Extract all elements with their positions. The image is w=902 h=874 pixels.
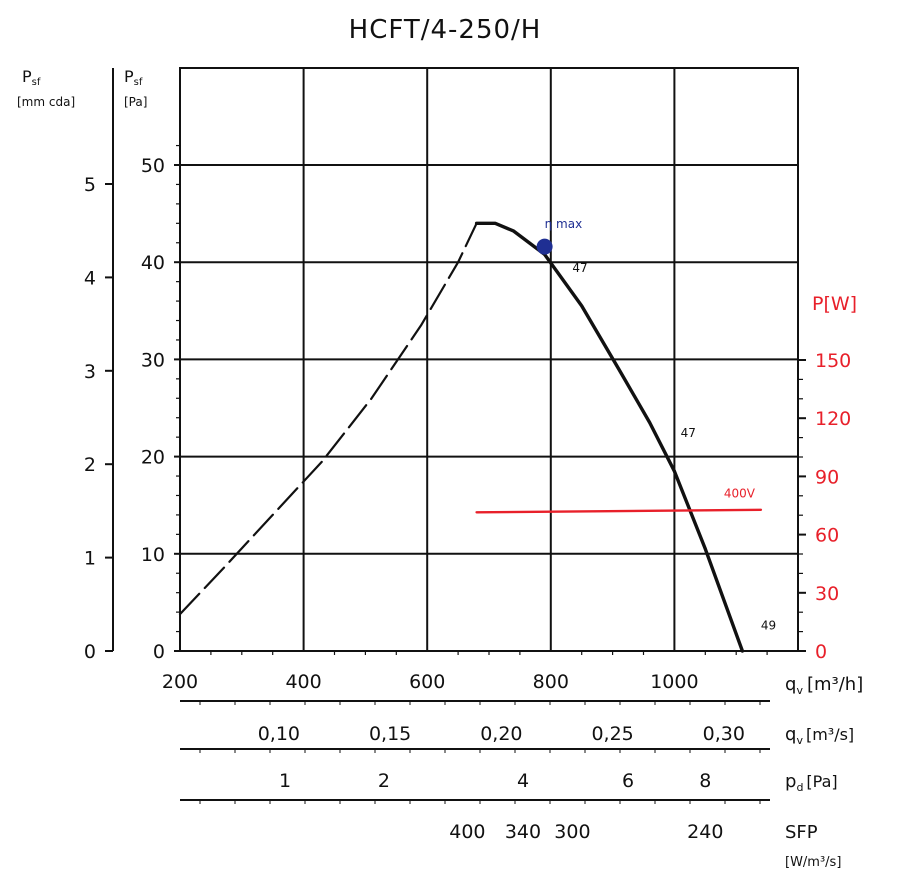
y-tick-mmcda-2: 2: [84, 454, 96, 476]
scale-0-label: qv [m³/s]: [785, 724, 854, 747]
scale-2-tick: 340: [505, 821, 541, 843]
annotation-0: η max: [545, 217, 583, 231]
y-tick-mmcda-3: 3: [84, 361, 96, 383]
series-pressure-dashed: [178, 222, 478, 616]
scale-2-tick: 400: [449, 821, 485, 843]
mmcda-axis: 0 1 2 3 4 5: [84, 68, 114, 663]
secondary-scales: 0,10 0,15 0,20 0,25 0,30 qv [m³/s] 1 2 4 6 8 pd [Pa] 4…: [180, 700, 854, 870]
y-tick-mmcda-5: 5: [84, 174, 96, 196]
scale-1-symbol: p: [785, 771, 796, 792]
scale-2-unit: [W/m³/s]: [785, 855, 841, 870]
power-tick-120: 120: [815, 408, 851, 430]
pa-axis-symbol: P: [124, 67, 134, 86]
scale-1-unit: [Pa]: [806, 772, 837, 791]
scale-0-symbol: q: [785, 724, 796, 745]
y-tick-mmcda-1: 1: [84, 548, 96, 570]
mmcda-axis-symbol: P: [22, 67, 32, 86]
x-tick-400: 400: [285, 671, 321, 693]
annotations-layer: η max 47 47 400V 49: [536, 217, 776, 633]
scale-1-tick: 8: [699, 770, 711, 792]
grid-lines: 0 10 20 30 40 50: [141, 68, 798, 663]
y-tick-pa-0: 0: [153, 641, 165, 663]
scale-2-label: SFP: [785, 822, 818, 843]
y-axis-mmcda-header: Psf [mm cda]: [17, 67, 75, 109]
scale-1-tick: 1: [279, 770, 291, 792]
series-400V-solid: [475, 508, 763, 514]
annotation-4: 49: [761, 619, 776, 633]
x-axis-subscript: v: [796, 684, 803, 697]
power-tick-60: 60: [815, 525, 839, 547]
series-layer: [178, 221, 763, 653]
eta-max-marker: [536, 238, 553, 255]
pa-axis-subscript: sf: [134, 77, 143, 88]
x-tick-200: 200: [162, 671, 198, 693]
annotation-1: 47: [572, 261, 587, 275]
mmcda-axis-subscript: sf: [32, 77, 41, 88]
scale-0-tick: 0,15: [369, 723, 411, 745]
mmcda-axis-label: Psf: [22, 67, 41, 88]
mmcda-axis-unit: [mm cda]: [17, 95, 75, 109]
x-axis-symbol: q: [785, 674, 796, 695]
scale-1-tick: 6: [622, 770, 634, 792]
power-tick-30: 30: [815, 583, 839, 605]
y-tick-pa-10: 10: [141, 544, 165, 566]
scale-0-unit: [m³/s]: [806, 725, 854, 744]
chart-title: HCFT/4-250/H: [349, 15, 542, 45]
power-axis: 0 30 60 90 120 150: [798, 350, 851, 663]
power-tick-0: 0: [815, 641, 827, 663]
y-tick-mmcda-4: 4: [84, 267, 96, 289]
y-tick-pa-30: 30: [141, 349, 165, 371]
annotation-3: 400V: [724, 486, 756, 500]
x-tick-1000: 1000: [650, 671, 698, 693]
power-tick-90: 90: [815, 466, 839, 488]
pa-axis-label: Psf: [124, 67, 143, 88]
scale-0-tick: 0,20: [480, 723, 522, 745]
scale-1-tick: 2: [378, 770, 390, 792]
scale-0-tick: 0,25: [591, 723, 633, 745]
power-axis-label: P[W]: [812, 293, 857, 315]
minor-ticks: [174, 144, 768, 655]
power-tick-150: 150: [815, 350, 851, 372]
x-axis-unit: [m³/h]: [807, 674, 863, 695]
y-tick-pa-20: 20: [141, 447, 165, 469]
x-tick-600: 600: [409, 671, 445, 693]
annotation-2: 47: [681, 426, 696, 440]
y-tick-pa-50: 50: [141, 155, 165, 177]
scale-2-tick: 300: [554, 821, 590, 843]
x-tick-800: 800: [533, 671, 569, 693]
x-axis-m3h: 200 400 600 800 1000: [162, 671, 699, 693]
scale-0-tick: 0,30: [703, 723, 745, 745]
y-tick-mmcda-0: 0: [84, 641, 96, 663]
series-pressure-solid: [474, 221, 745, 653]
x-axis-label: qv [m³/h]: [785, 674, 863, 697]
scale-1-label: pd [Pa]: [785, 771, 838, 794]
y-tick-pa-40: 40: [141, 252, 165, 274]
scale-0-subscript: v: [796, 734, 803, 747]
scale-0-tick: 0,10: [258, 723, 300, 745]
y-axis-pa-header: Psf [Pa]: [124, 67, 147, 109]
scale-1-subscript: d: [796, 781, 803, 794]
scale-1-tick: 4: [517, 770, 529, 792]
scale-2-symbol: SFP: [785, 822, 818, 843]
pa-axis-unit: [Pa]: [124, 95, 147, 109]
scale-2-tick: 240: [687, 821, 723, 843]
